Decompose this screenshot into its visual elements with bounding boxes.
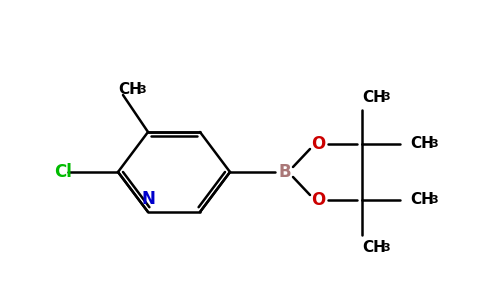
- Text: CH: CH: [410, 136, 434, 152]
- Text: 3: 3: [382, 243, 390, 253]
- Text: CH: CH: [118, 82, 142, 98]
- Text: N: N: [141, 190, 155, 208]
- Text: O: O: [311, 191, 325, 209]
- Text: CH: CH: [362, 241, 386, 256]
- Text: CH: CH: [362, 89, 386, 104]
- Text: CH: CH: [410, 193, 434, 208]
- Text: 3: 3: [430, 139, 438, 149]
- Text: Cl: Cl: [54, 163, 72, 181]
- Text: B: B: [279, 163, 291, 181]
- Text: O: O: [311, 135, 325, 153]
- Text: 3: 3: [382, 92, 390, 102]
- Text: 3: 3: [138, 85, 146, 95]
- Text: 3: 3: [430, 195, 438, 205]
